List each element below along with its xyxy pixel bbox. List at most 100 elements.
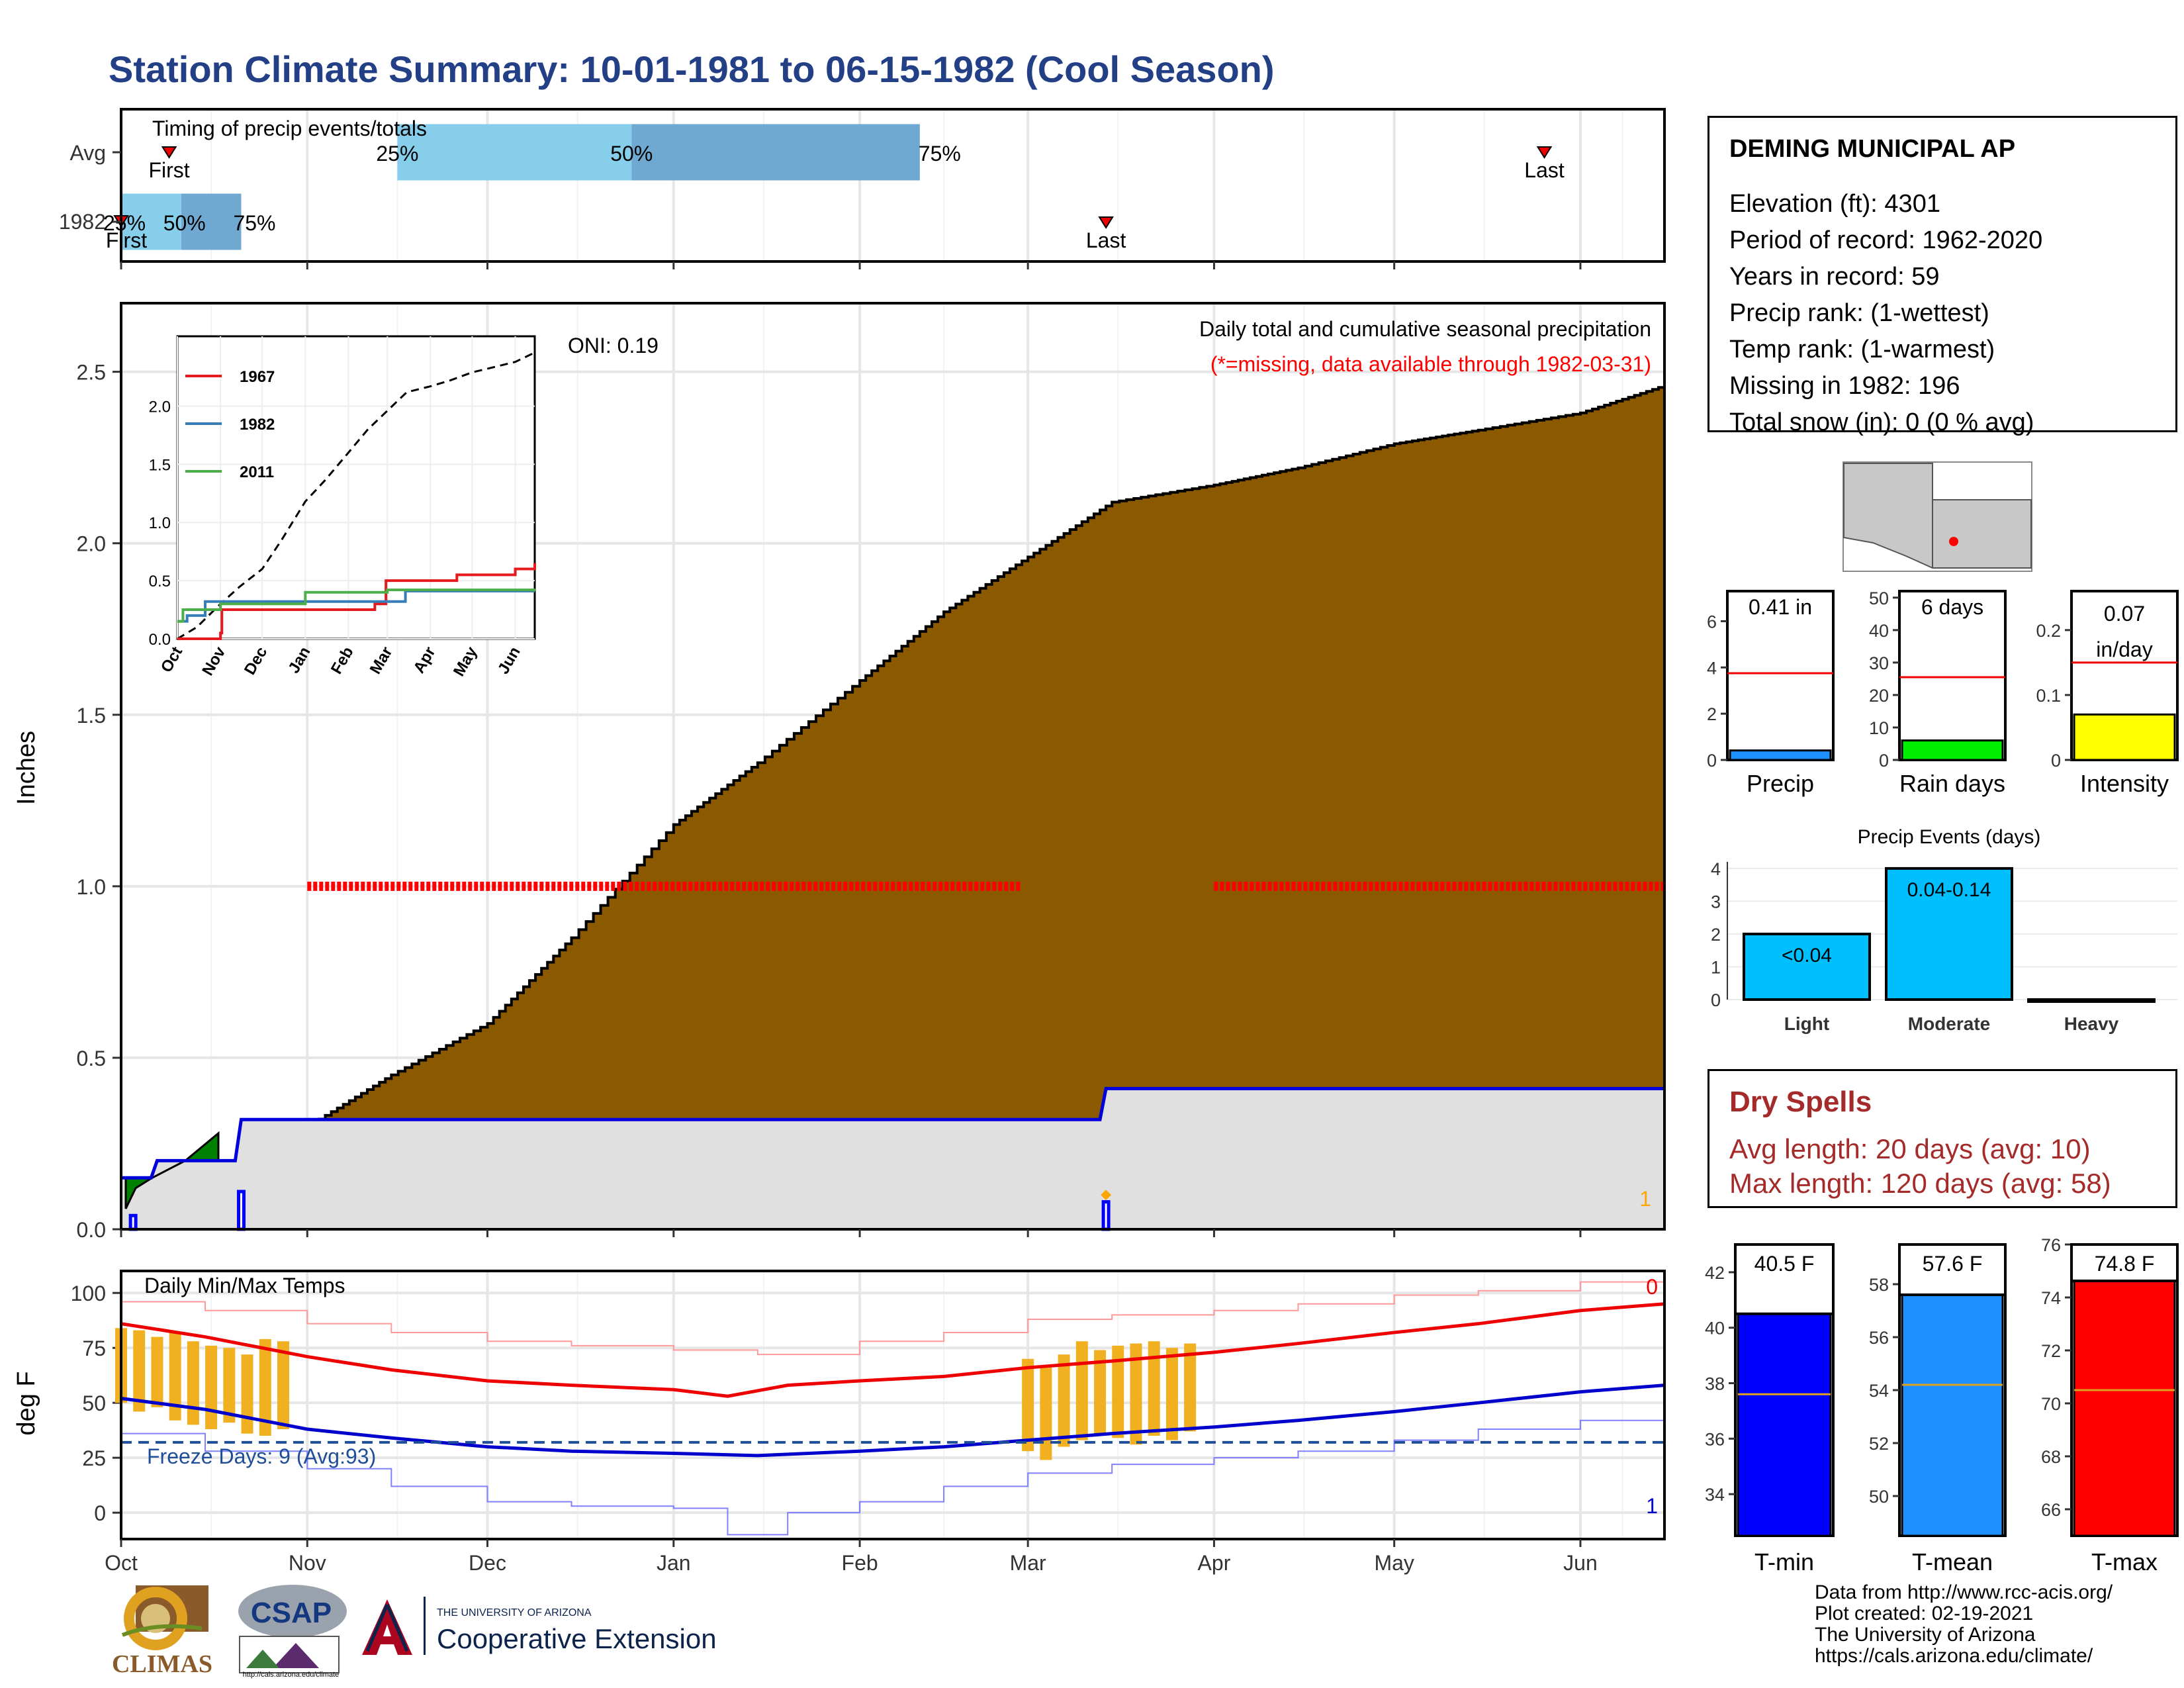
page-title: Station Climate Summary: 10-01-1981 to 0… — [109, 48, 1275, 90]
timing-avg-first-marker — [161, 146, 177, 159]
totals-panel-0 — [1726, 590, 1835, 761]
precip-y-tick-label-0: 0.0 — [77, 1218, 106, 1242]
x-axis-month-label-5: Mar — [1010, 1551, 1046, 1575]
temp-panel-title: Daily Min/Max Temps — [144, 1274, 345, 1297]
temp-y-tick-label-1: 25 — [82, 1446, 106, 1470]
temp-y-tick-label-2: 50 — [82, 1391, 106, 1415]
tmeans-y-tick-label-0-3: 40 — [1705, 1319, 1725, 1338]
totals-category-label-2: Intensity — [2080, 770, 2169, 797]
totals-y-tick-label-0-1: 2 — [1707, 704, 1717, 724]
dry-spells-max: Max length: 120 days (avg: 58) — [1729, 1168, 2111, 1199]
timing-avg-25-label: 25% — [376, 142, 418, 165]
inset-series-line-2011 — [177, 588, 536, 623]
temp-1982-range-bar-10 — [1022, 1358, 1034, 1452]
tmeans-category-label-2: T-max — [2091, 1548, 2158, 1575]
temp-count-bottom: 1 — [1646, 1494, 1658, 1518]
totals-y-tick-label-0-0: 0 — [1707, 751, 1717, 771]
temp-1982-range-bar-16 — [1130, 1343, 1142, 1445]
totals-category-label-0: Precip — [1747, 770, 1814, 797]
events-category-label-2: Heavy — [2064, 1013, 2119, 1034]
temp-avg-min-line — [120, 1383, 1665, 1458]
precip-y-tick-label-5: 2.5 — [77, 361, 106, 385]
tmeans-value-label-1: 57.6 F — [1923, 1252, 1983, 1276]
tmeans-bar-t-min — [1737, 1313, 1832, 1537]
temp-y-tick-label-0: 0 — [94, 1501, 106, 1525]
events-category-label-1: Moderate — [1908, 1013, 1990, 1034]
csap-emblem — [238, 1585, 347, 1673]
precip-1982-cumulative-area — [121, 1088, 1664, 1229]
events-category-label-0: Light — [1784, 1013, 1829, 1034]
ua-logo: THE UNIVERSITY OF ARIZONA Cooperative Ex… — [361, 1594, 745, 1667]
credit-data: Data from http://www.rcc-acis.org/ — [1815, 1581, 2113, 1603]
x-axis-month-label-8: Jun — [1563, 1551, 1598, 1575]
events-title: Precip Events (days) — [1858, 826, 2041, 848]
timing-avg-last-marker — [1536, 146, 1553, 159]
timing-1982-last-marker — [1098, 216, 1114, 229]
events-y-tick-label-0: 0 — [1711, 990, 1721, 1010]
inset-y-tick-label-1: 0.5 — [149, 573, 171, 590]
timing-avg-first-label: First — [148, 158, 189, 182]
totals-panel-1 — [1898, 590, 2007, 761]
x-axis-month-label-4: Feb — [842, 1551, 878, 1575]
precip-1982-daily-bar-0 — [128, 1213, 138, 1231]
credit-created: Plot created: 02-19-2021 — [1815, 1603, 2034, 1624]
timing-1982-first-label: First — [106, 228, 147, 252]
station-elevation: Elevation (ft): 4301 — [1729, 190, 1940, 218]
dry-spells-title: Dry Spells — [1729, 1086, 1872, 1118]
credit-url: https://cals.arizona.edu/climate/ — [1815, 1645, 2093, 1667]
temp-avg-max-line — [120, 1302, 1665, 1398]
tmeans-y-tick-label-1-4: 58 — [1869, 1275, 1889, 1295]
tmeans-y-tick-label-2-4: 74 — [2041, 1288, 2061, 1308]
timing-avg-75-label: 75% — [919, 142, 961, 165]
inset-y-tick-label-2: 1.0 — [149, 514, 171, 532]
temp-y-tick-label-3: 75 — [82, 1336, 106, 1360]
timing-1982-bar-50-75 — [181, 193, 242, 250]
temp-1982-range-bar-17 — [1148, 1341, 1160, 1436]
temp-1982-range-bar-13 — [1075, 1341, 1088, 1440]
tmeans-bar-t-mean — [1901, 1293, 2004, 1537]
precip-missing-note: (*=missing, data available through 1982-… — [1210, 352, 1651, 376]
tmeans-y-tick-label-1-2: 54 — [1869, 1381, 1889, 1401]
climas-emblem — [121, 1585, 208, 1650]
station-location-marker — [1949, 537, 1958, 546]
inset-y-tick-label-0: 0.0 — [149, 631, 171, 649]
timing-avg-last-label: Last — [1524, 158, 1565, 182]
temp-1982-range-bar-5 — [205, 1345, 218, 1430]
inset-legend-label-2011: 2011 — [240, 463, 274, 481]
station-missing: Missing in 1982: 196 — [1729, 372, 1960, 400]
dry-spells-avg: Avg length: 20 days (avg: 10) — [1729, 1133, 2091, 1164]
totals-y-tick-label-1-0: 0 — [1879, 751, 1889, 771]
temp-1982-range-bar-12 — [1058, 1354, 1070, 1447]
precip-y-axis-label: Inches — [13, 731, 40, 805]
station-years: Years in record: 59 — [1729, 263, 1940, 291]
tmeans-bar-t-max — [2073, 1275, 2176, 1537]
precip-y-tick-label-3: 1.5 — [77, 704, 106, 727]
ua-extension-text: Cooperative Extension — [437, 1623, 717, 1654]
temp-panel-bg — [121, 1271, 1664, 1539]
tmeans-category-label-0: T-min — [1754, 1548, 1814, 1575]
totals-category-label-1: Rain days — [1899, 770, 2005, 797]
tmeans-y-tick-label-0-1: 36 — [1705, 1429, 1725, 1449]
temp-count-top: 0 — [1646, 1275, 1658, 1299]
station-period: Period of record: 1962-2020 — [1729, 226, 2043, 254]
temp-1982-range-bar-3 — [169, 1332, 181, 1421]
csap-logo: CSAP http://cals.arizona.edu/climate — [233, 1583, 349, 1683]
totals-y-tick-label-0-3: 6 — [1707, 612, 1717, 632]
temp-1982-range-bar-7 — [241, 1354, 253, 1434]
events-y-tick-label-1: 1 — [1711, 957, 1721, 977]
events-y-tick-label-4: 4 — [1711, 859, 1721, 879]
timing-avg-bar-50-75 — [631, 124, 920, 181]
temp-1982-range-bar-18 — [1165, 1348, 1178, 1440]
timing-1982-75-label: 75% — [233, 211, 275, 235]
tmeans-category-label-1: T-mean — [1912, 1548, 1993, 1575]
totals-y-tick-label-1-4: 40 — [1869, 621, 1889, 641]
timing-panel-title: Timing of precip events/totals — [152, 117, 427, 140]
inset-panel — [176, 335, 536, 640]
temp-1982-range-bar-2 — [151, 1336, 163, 1407]
x-axis-month-label-3: Jan — [657, 1551, 691, 1575]
tmeans-label-box-0 — [1734, 1243, 1835, 1315]
tmeans-label-box-1 — [1898, 1243, 2007, 1296]
timing-avg-50-label: 50% — [610, 142, 653, 165]
totals-bar-intensity — [2073, 713, 2176, 761]
temp-y-tick-label-4: 100 — [71, 1282, 106, 1305]
